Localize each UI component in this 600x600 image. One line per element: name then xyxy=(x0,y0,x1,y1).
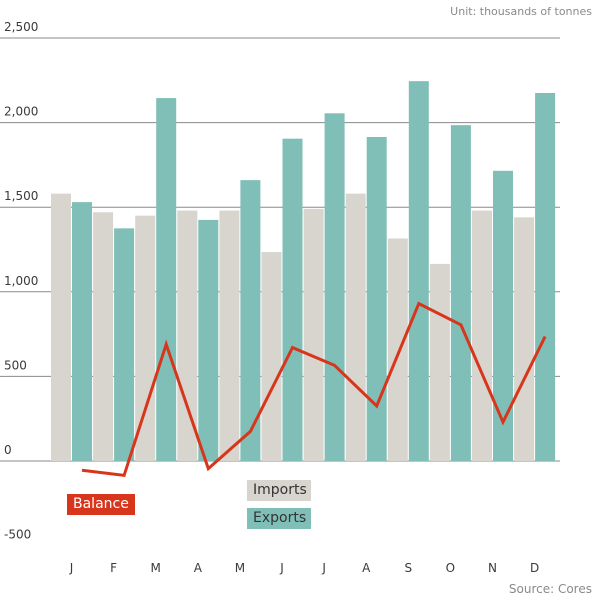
bar-exports xyxy=(282,138,303,461)
balance-line xyxy=(81,301,547,478)
bar-imports xyxy=(429,263,450,461)
unit-label: Unit: thousands of tonnes xyxy=(450,5,592,18)
x-tick-label: J xyxy=(279,561,284,575)
bar-exports xyxy=(324,113,345,461)
legend-exports: Exports xyxy=(247,508,311,529)
y-axis-ticks: 2,500 2,000 1,500 1,000 500 0 -500 xyxy=(4,20,38,542)
y-tick-label: 500 xyxy=(4,358,27,372)
x-tick-label: A xyxy=(194,561,203,575)
x-tick-label: N xyxy=(488,561,497,575)
x-tick-label: M xyxy=(235,561,245,575)
bar-imports xyxy=(219,210,240,461)
bar-imports xyxy=(303,208,324,461)
x-tick-label: S xyxy=(404,561,412,575)
bar-imports xyxy=(387,238,408,461)
x-tick-label: O xyxy=(446,561,455,575)
y-tick-label: 2,000 xyxy=(4,105,38,119)
bar-exports xyxy=(240,180,261,462)
y-tick-label: -500 xyxy=(4,528,31,542)
bar-exports xyxy=(72,202,92,461)
x-tick-label: M xyxy=(151,561,161,575)
bars xyxy=(51,81,556,462)
bar-imports xyxy=(177,210,198,461)
bar-exports xyxy=(535,92,556,462)
bar-exports xyxy=(408,81,429,462)
legend-imports: Imports xyxy=(247,480,311,501)
bar-exports xyxy=(366,136,387,461)
x-tick-label: D xyxy=(530,561,539,575)
y-tick-label: 0 xyxy=(4,443,12,457)
bar-imports xyxy=(93,212,114,461)
legend-balance: Balance xyxy=(67,494,135,515)
bar-imports xyxy=(514,217,535,461)
balance-series-line xyxy=(81,301,547,478)
bar-exports xyxy=(493,170,513,461)
x-tick-label: J xyxy=(321,561,326,575)
source-label: Source: Cores xyxy=(508,582,592,596)
x-tick-label: A xyxy=(362,561,371,575)
bar-imports xyxy=(135,215,156,461)
bar-exports xyxy=(198,219,219,461)
x-tick-label: F xyxy=(110,561,117,575)
y-tick-label: 1,500 xyxy=(4,189,38,203)
bar-imports xyxy=(345,193,366,461)
bar-imports xyxy=(472,210,492,461)
y-tick-label: 2,500 xyxy=(4,20,38,34)
bar-exports xyxy=(450,125,471,461)
bar-exports xyxy=(156,98,177,461)
bar-imports xyxy=(51,193,71,461)
x-tick-label: J xyxy=(69,561,74,575)
y-tick-label: 1,000 xyxy=(4,274,38,288)
bar-imports xyxy=(261,252,282,461)
bar-exports xyxy=(114,228,135,461)
